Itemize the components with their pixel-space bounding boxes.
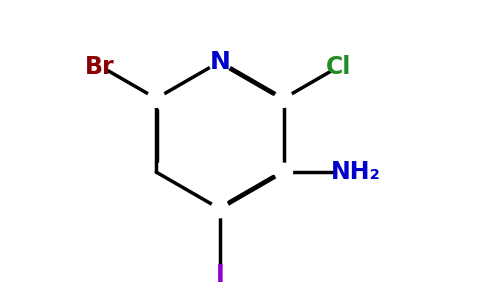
Circle shape <box>211 200 229 218</box>
Text: I: I <box>215 263 224 287</box>
Text: Br: Br <box>85 55 114 79</box>
Circle shape <box>209 51 231 73</box>
Text: NH₂: NH₂ <box>331 160 381 184</box>
Text: N: N <box>210 50 230 74</box>
Circle shape <box>275 163 292 181</box>
Text: Cl: Cl <box>326 55 351 79</box>
Circle shape <box>275 90 292 107</box>
Circle shape <box>147 90 165 107</box>
